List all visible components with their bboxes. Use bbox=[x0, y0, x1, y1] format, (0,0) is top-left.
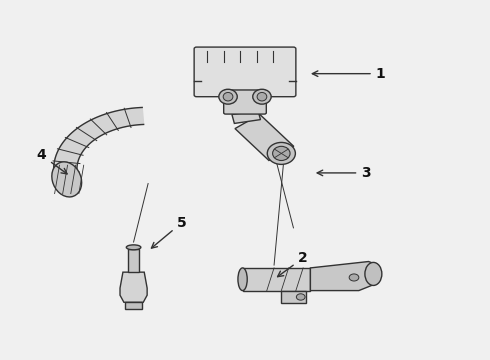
Polygon shape bbox=[281, 291, 306, 303]
Text: 1: 1 bbox=[312, 67, 386, 81]
Polygon shape bbox=[235, 114, 294, 161]
Ellipse shape bbox=[219, 89, 237, 104]
Ellipse shape bbox=[52, 162, 82, 197]
Polygon shape bbox=[232, 111, 261, 123]
Polygon shape bbox=[128, 249, 139, 272]
Ellipse shape bbox=[272, 146, 290, 161]
Ellipse shape bbox=[349, 274, 359, 281]
FancyBboxPatch shape bbox=[223, 90, 267, 114]
Ellipse shape bbox=[267, 143, 295, 165]
Ellipse shape bbox=[365, 262, 382, 285]
Polygon shape bbox=[243, 268, 310, 291]
Text: 3: 3 bbox=[317, 166, 371, 180]
Text: 4: 4 bbox=[37, 148, 67, 174]
Polygon shape bbox=[125, 302, 142, 309]
Ellipse shape bbox=[257, 93, 267, 101]
Ellipse shape bbox=[238, 268, 247, 291]
Text: 5: 5 bbox=[151, 216, 187, 248]
Text: 2: 2 bbox=[277, 251, 308, 277]
Ellipse shape bbox=[253, 89, 271, 104]
Ellipse shape bbox=[296, 294, 305, 300]
Polygon shape bbox=[53, 108, 144, 185]
Polygon shape bbox=[310, 261, 378, 291]
Polygon shape bbox=[120, 272, 147, 302]
Ellipse shape bbox=[223, 93, 233, 101]
FancyBboxPatch shape bbox=[194, 47, 296, 97]
Ellipse shape bbox=[126, 245, 141, 250]
